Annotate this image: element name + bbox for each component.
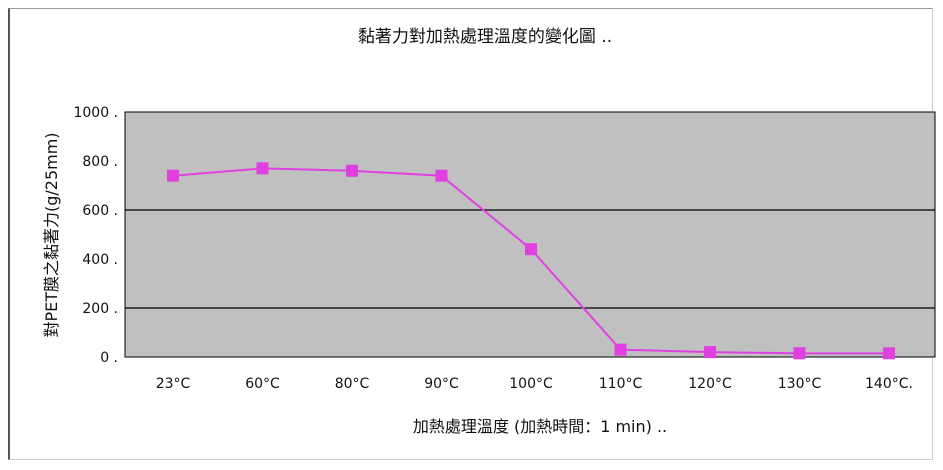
y-tick-label: 800 . (82, 154, 118, 170)
chart-title: 黏著力對加熱處理溫度的變化圖 .. (358, 27, 612, 47)
x-tick-label: 110°C (599, 376, 643, 392)
data-point (614, 343, 627, 356)
data-point (346, 164, 358, 177)
y-tick-label: 200 . (82, 301, 118, 317)
data-point (525, 243, 537, 256)
y-tick-label: 400 . (82, 252, 118, 268)
x-tick-label: 80°C (335, 376, 370, 392)
y-tick-label: 1000 . (73, 105, 118, 121)
x-tick-label: 120°C (688, 376, 732, 392)
y-tick-label: 600 . (82, 203, 118, 219)
x-axis-label: 加熱處理溫度 (加熱時間：1 min) .. (413, 417, 667, 436)
data-point (256, 162, 269, 175)
x-tick-label: 140°C. (865, 376, 913, 392)
data-point (793, 347, 806, 360)
gridlines (125, 209, 935, 309)
y-tick-label: 0 . (100, 350, 118, 366)
data-point (167, 169, 179, 182)
x-tick-label: 100°C (509, 376, 553, 392)
y-axis-label: 對PET膜之黏著力(g/25mm) (42, 132, 61, 337)
x-tick-label: 60°C (245, 376, 280, 392)
x-tick-label: 90°C (424, 376, 459, 392)
x-tick-label: 130°C (778, 376, 822, 392)
x-axis-ticks: 23°C 60°C 80°C 90°C 100°C 110°C 120°C 130°C 140°… (156, 376, 913, 392)
series-markers (167, 162, 895, 360)
y-axis-ticks: 0 . 200 . 600 . 400 . 800 . 1000 . (73, 105, 118, 366)
data-point (704, 346, 716, 359)
data-point (435, 169, 448, 182)
x-tick-label: 23°C (156, 376, 191, 392)
plot-area (124, 111, 936, 358)
data-point (883, 347, 895, 360)
